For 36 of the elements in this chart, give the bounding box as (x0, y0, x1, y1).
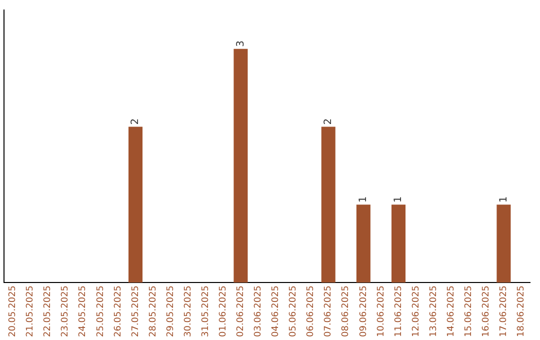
data-label: 1 (358, 196, 370, 203)
x-tick-label: 08.06.2025 (341, 285, 352, 337)
x-tick-label: 22.05.2025 (43, 285, 54, 337)
x-tick-label: 26.05.2025 (113, 285, 124, 337)
data-label: 3 (235, 40, 246, 47)
data-label: 1 (393, 196, 404, 203)
x-tick-label: 05.06.2025 (288, 285, 299, 337)
x-tick-label: 24.05.2025 (78, 285, 88, 337)
x-tick-label: 11.06.2025 (394, 285, 404, 337)
x-tick-label: 12.06.2025 (411, 285, 422, 337)
x-tick-label: 28.05.2025 (148, 285, 158, 337)
x-tick-label: 21.05.2025 (26, 285, 36, 337)
x-tick-label: 03.06.2025 (254, 285, 264, 337)
x-tick-label: 27.05.2025 (130, 285, 141, 337)
x-tick-label: 16.06.2025 (482, 285, 492, 337)
x-tick-label: 04.06.2025 (271, 285, 282, 337)
x-tick-label: 30.05.2025 (183, 285, 194, 337)
x-tick-label: 18.06.2025 (516, 285, 527, 337)
x-tick-label: 14.06.2025 (446, 285, 456, 337)
x-tick-label: 01.06.2025 (218, 285, 229, 337)
data-label: 2 (322, 118, 334, 125)
x-tick-label: 15.06.2025 (464, 285, 474, 337)
data-label: 2 (130, 118, 142, 125)
x-tick-label: 10.06.2025 (376, 285, 386, 337)
x-tick-label: 20.05.2025 (8, 285, 18, 337)
x-tick-label: 25.05.2025 (96, 285, 106, 337)
x-tick-label: 06.06.2025 (306, 285, 316, 337)
x-tick-label: 02.06.2025 (236, 285, 246, 337)
x-tick-label: 17.06.2025 (499, 285, 510, 337)
data-label: 1 (498, 196, 510, 203)
x-tick-label: 29.05.2025 (166, 285, 176, 337)
x-tick-label: 31.05.2025 (200, 285, 211, 337)
x-tick-label: 09.06.2025 (358, 285, 369, 337)
x-tick-label: 07.06.2025 (324, 285, 334, 337)
x-tick-label: 23.05.2025 (60, 285, 71, 337)
x-tick-label: 13.06.2025 (428, 285, 439, 337)
